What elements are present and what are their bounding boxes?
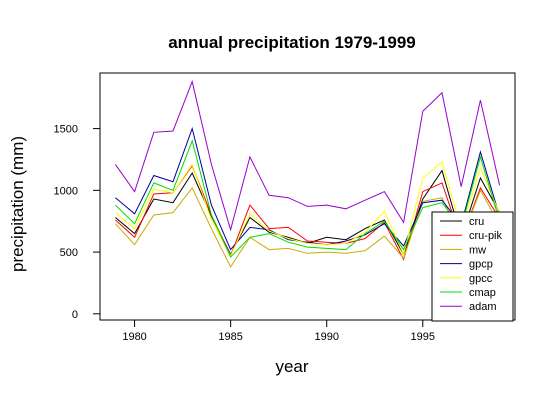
y-tick-label: 0 (72, 309, 78, 321)
series-line-cmap (115, 139, 501, 258)
legend-label: cru-pik (469, 230, 503, 242)
x-tick-label: 1985 (218, 331, 242, 343)
y-tick-label: 1500 (54, 124, 78, 136)
series-line-gpcp (115, 126, 501, 251)
plot-frame (99, 72, 516, 321)
chart-title: annual precipitation 1979-1999 (168, 33, 416, 52)
legend-label: mw (469, 244, 486, 256)
y-axis: 0 500 1000 1500 (54, 124, 100, 321)
legend: cru cru-pik mw gpcp gpcc cmap adam (431, 211, 514, 322)
series-line-mw (115, 186, 501, 268)
x-axis-label: year (275, 357, 308, 376)
y-tick-label: 500 (60, 247, 78, 259)
x-tick-label: 1980 (122, 331, 146, 343)
x-tick-label: 1990 (314, 331, 338, 343)
legend-label: adam (469, 301, 497, 313)
legend-label: cmap (469, 287, 496, 299)
y-tick-label: 1000 (54, 185, 78, 197)
x-tick-label: 1995 (411, 331, 435, 343)
legend-label: gpcp (469, 259, 493, 271)
series-line-gpcc (115, 161, 501, 257)
series-line-adam (114, 79, 501, 232)
legend-box (431, 211, 514, 322)
y-axis-label: precipitation (mm) (8, 136, 27, 272)
legend-label: cru (469, 216, 484, 228)
series-lines (114, 79, 501, 268)
legend-label: gpcc (469, 273, 493, 285)
x-axis: 1980 1985 1990 1995 (122, 320, 435, 343)
